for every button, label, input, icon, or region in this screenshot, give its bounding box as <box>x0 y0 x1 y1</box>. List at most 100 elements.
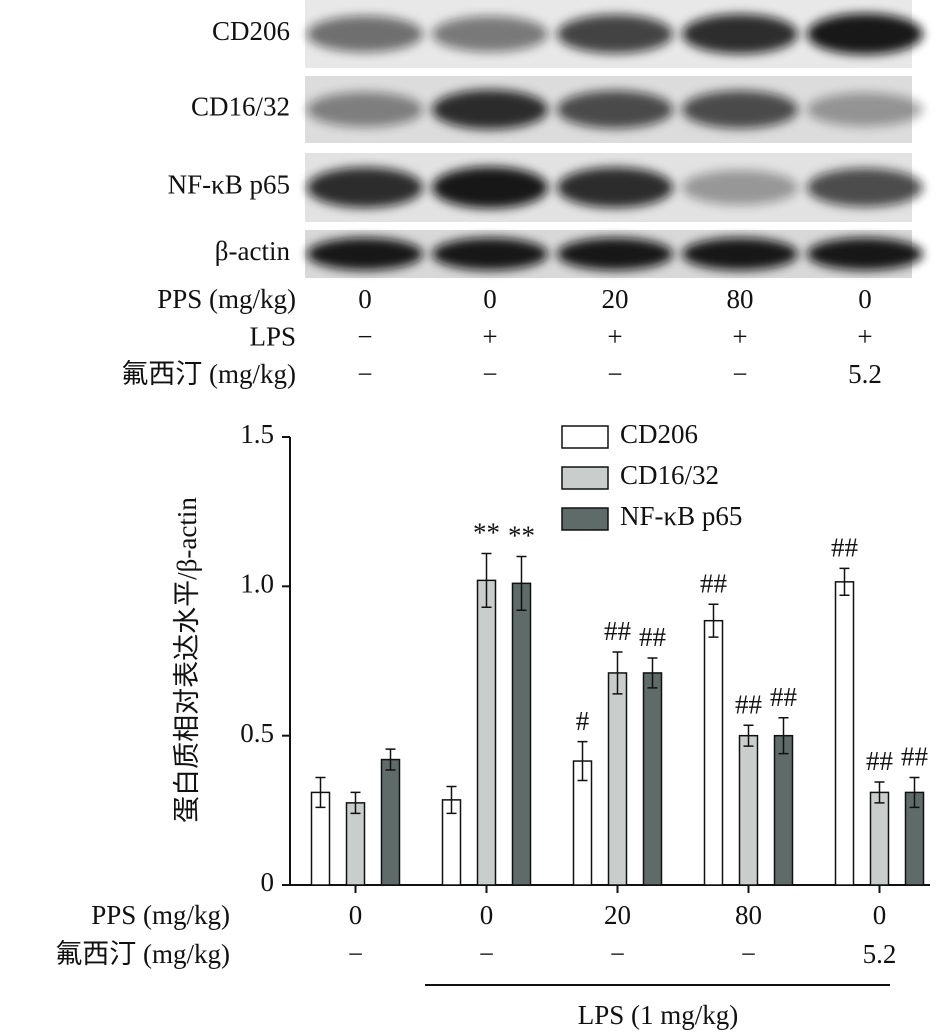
error-bar <box>647 657 658 689</box>
legend-swatch <box>561 507 609 531</box>
error-bar <box>481 552 492 608</box>
blot-band <box>807 168 923 207</box>
condition-value: 0 <box>858 284 872 314</box>
condition-value: 0 <box>358 284 372 314</box>
blot-band <box>807 13 923 55</box>
significance-label: ## <box>639 622 667 652</box>
error-bar <box>874 781 885 804</box>
condition-value: 20 <box>602 284 629 314</box>
bar <box>642 672 663 886</box>
blot-band <box>307 237 423 271</box>
blot-band <box>807 237 923 271</box>
condition-value: − <box>357 359 372 389</box>
x-tick-label: 0 <box>349 900 363 930</box>
condition-value: + <box>857 322 872 352</box>
x-second-label: − <box>479 939 494 969</box>
condition-label: LPS <box>249 322 296 352</box>
condition-value: + <box>607 322 622 352</box>
y-tick-label: 0.5 <box>240 718 274 748</box>
western-blot: CD206 CD16/32 NF-κB p65 β-actin PPS (mg/kg) 0… <box>121 0 923 389</box>
condition-label: PPS (mg/kg) <box>157 284 296 314</box>
blot-row-label: NF-κB p65 <box>168 170 290 200</box>
condition-value: − <box>357 322 372 352</box>
bar <box>703 619 724 886</box>
significance-label: ## <box>604 616 632 646</box>
blot-band <box>557 237 673 271</box>
legend-swatch <box>561 425 609 449</box>
blot-band <box>682 170 798 205</box>
bar <box>345 802 366 886</box>
blot-band <box>307 167 423 208</box>
bar <box>834 581 855 886</box>
blot-band <box>432 237 548 271</box>
blot-band <box>307 92 423 127</box>
error-bar <box>612 651 623 695</box>
bar <box>738 734 759 886</box>
blot-band <box>807 92 923 127</box>
condition-value: 80 <box>727 284 754 314</box>
bar <box>773 734 794 886</box>
legend-label: CD206 <box>620 419 698 449</box>
blot-band <box>557 14 673 54</box>
error-bar <box>446 785 457 815</box>
blot-band <box>557 167 673 208</box>
condition-value: 5.2 <box>848 359 882 389</box>
blot-row-label: CD16/32 <box>191 92 290 122</box>
x-second-label: 5.2 <box>863 939 897 969</box>
x-tick-label: 20 <box>604 900 631 930</box>
significance-label: ## <box>770 682 798 712</box>
condition-value: + <box>732 322 747 352</box>
condition-value: + <box>482 322 497 352</box>
error-bar <box>516 555 527 611</box>
bar <box>476 579 497 886</box>
significance-label: ## <box>866 746 894 776</box>
significance-label: ## <box>700 568 728 598</box>
condition-value: − <box>482 359 497 389</box>
bar <box>380 758 401 886</box>
x-tick-label: 0 <box>480 900 494 930</box>
condition-value: 0 <box>483 284 497 314</box>
significance-label: # <box>576 706 590 736</box>
x-row-label: 氟西汀 (mg/kg) <box>55 939 230 969</box>
x-second-label: − <box>610 939 625 969</box>
error-bar <box>577 740 588 782</box>
error-bar <box>839 567 850 597</box>
y-tick-label: 1.0 <box>240 569 274 599</box>
x-row-label: PPS (mg/kg) <box>91 900 230 930</box>
blot-row-label: CD206 <box>212 16 290 46</box>
error-bar <box>350 791 361 815</box>
blot-band <box>432 16 548 52</box>
blot-band <box>557 90 673 129</box>
y-axis-label: 蛋白质相对表达水平/β-actin <box>172 497 202 823</box>
x-tick-label: 0 <box>873 900 887 930</box>
error-bar <box>708 603 719 638</box>
blot-row-label: β-actin <box>215 236 291 266</box>
bar <box>869 791 890 886</box>
error-bar <box>909 776 920 809</box>
error-bar <box>778 716 789 755</box>
y-tick-label: 0 <box>261 867 275 897</box>
blot-band <box>432 166 548 209</box>
legend-label: CD16/32 <box>620 460 719 490</box>
condition-value: − <box>607 359 622 389</box>
bar <box>511 582 532 886</box>
y-tick-label: 1.5 <box>240 419 274 449</box>
blot-band <box>307 15 423 53</box>
x-second-label: − <box>348 939 363 969</box>
condition-label: 氟西汀 (mg/kg) <box>121 359 296 389</box>
blot-band <box>682 90 798 129</box>
error-bar <box>315 776 326 809</box>
bracket-label: LPS (1 mg/kg) <box>578 1000 739 1030</box>
significance-label: ## <box>831 533 859 563</box>
error-bar <box>743 724 754 747</box>
error-bar <box>385 748 396 771</box>
significance-label: ** <box>508 521 535 551</box>
blot-band <box>432 89 548 130</box>
condition-value: − <box>732 359 747 389</box>
legend-label: NF-κB p65 <box>620 501 742 531</box>
significance-label: ## <box>735 689 763 719</box>
x-tick-label: 80 <box>735 900 762 930</box>
x-second-label: − <box>741 939 756 969</box>
significance-label: ** <box>473 518 500 548</box>
